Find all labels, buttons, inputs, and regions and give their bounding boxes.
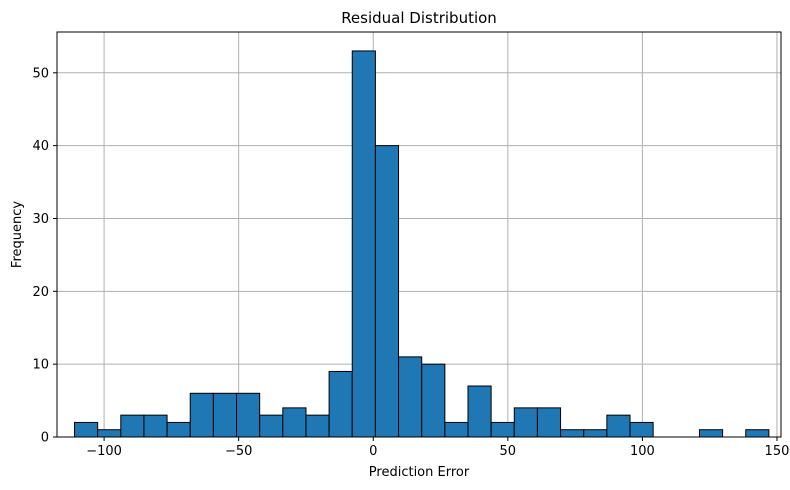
x-axis-ticks: −100 −50 0 50 100 150 xyxy=(86,437,789,459)
histogram-bar xyxy=(143,414,168,438)
histogram-bar xyxy=(536,407,562,438)
histogram-bar xyxy=(189,392,214,438)
histogram-bar xyxy=(73,421,99,438)
histogram-bar xyxy=(444,421,469,438)
y-tick-label: 40 xyxy=(32,139,49,154)
histogram-bar xyxy=(467,385,492,438)
histogram-bar xyxy=(606,414,631,438)
x-tick-label: 0 xyxy=(369,444,377,459)
histogram-bar xyxy=(351,50,376,438)
y-tick-label: 10 xyxy=(32,358,49,373)
histogram-bar xyxy=(421,363,446,438)
histogram-bar xyxy=(120,414,145,438)
histogram-bar xyxy=(166,421,191,438)
x-tick-label: −100 xyxy=(86,444,122,459)
y-tick-label: 20 xyxy=(32,285,49,300)
histogram-bar xyxy=(374,145,400,438)
histogram-bar xyxy=(398,356,423,438)
x-axis-label: Prediction Error xyxy=(369,465,470,480)
plot-frame xyxy=(56,31,782,438)
chart-title: Residual Distribution xyxy=(341,9,497,27)
histogram-bar xyxy=(328,370,353,438)
x-tick-label: 50 xyxy=(500,444,517,459)
y-tick-label: 50 xyxy=(32,66,49,81)
histogram-bar xyxy=(97,429,122,438)
histogram-bar xyxy=(629,421,654,438)
histogram-bar xyxy=(259,414,284,438)
x-tick-label: −50 xyxy=(225,444,252,459)
histogram-bar xyxy=(560,429,585,438)
x-tick-label: 100 xyxy=(630,444,655,459)
x-tick-label: 150 xyxy=(765,444,790,459)
histogram-bar xyxy=(236,392,261,438)
histogram-bars xyxy=(73,50,770,438)
histogram-bar xyxy=(513,407,538,438)
histogram-bar xyxy=(583,429,608,438)
histogram-bar xyxy=(490,421,515,438)
histogram-bar xyxy=(305,414,330,438)
histogram-bar xyxy=(698,429,724,438)
histogram-bar xyxy=(282,407,307,438)
histogram-bar xyxy=(212,392,238,438)
y-tick-label: 30 xyxy=(32,212,49,227)
y-tick-label: 0 xyxy=(41,431,49,446)
y-axis-ticks: 0 10 20 30 40 50 xyxy=(32,66,57,446)
y-axis-label: Frequency xyxy=(10,201,25,268)
histogram-bar xyxy=(745,429,770,438)
